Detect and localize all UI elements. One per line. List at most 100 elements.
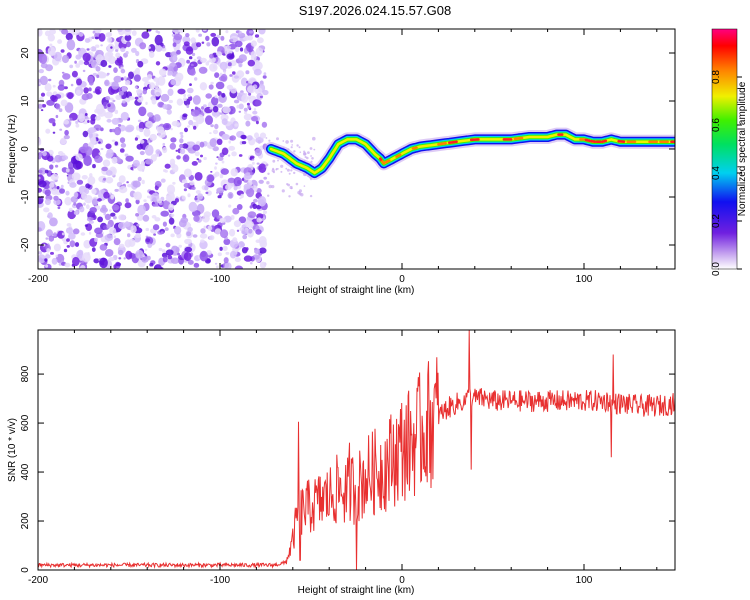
noise-blob xyxy=(312,136,316,141)
ridge-peak xyxy=(590,140,597,144)
noise-blob xyxy=(98,141,101,144)
noise-blob xyxy=(227,62,232,67)
noise-blob xyxy=(45,128,51,134)
noise-blob xyxy=(94,155,103,163)
noise-blob xyxy=(251,158,255,161)
noise-blob xyxy=(199,82,208,91)
noise-blob xyxy=(115,49,119,52)
noise-blob xyxy=(143,128,151,137)
noise-blob xyxy=(128,71,134,80)
noise-blob xyxy=(83,155,92,167)
noise-blob xyxy=(158,247,163,252)
noise-blob xyxy=(252,203,258,209)
noise-blob xyxy=(166,184,176,195)
noise-blob xyxy=(183,188,187,192)
noise-blob xyxy=(176,98,184,106)
noise-blob xyxy=(189,69,196,76)
noise-blob xyxy=(258,236,267,246)
y-tick-label: -10 xyxy=(20,189,31,204)
noise-blob xyxy=(145,227,150,232)
noise-blob xyxy=(160,178,166,183)
noise-blob xyxy=(63,119,70,125)
noise-blob xyxy=(44,258,48,262)
noise-blob xyxy=(118,214,126,221)
noise-blob xyxy=(246,187,255,198)
noise-blob xyxy=(59,128,63,131)
noise-blob xyxy=(45,254,51,259)
noise-blob xyxy=(209,63,218,72)
noise-blob xyxy=(58,108,63,113)
noise-blob xyxy=(222,106,231,114)
noise-blob xyxy=(215,81,225,90)
noise-blob xyxy=(199,141,205,148)
noise-blob xyxy=(165,249,174,256)
x-tick-label: -200 xyxy=(28,575,48,586)
noise-blob xyxy=(204,185,209,191)
noise-blob xyxy=(92,132,99,138)
noise-blob xyxy=(228,204,232,208)
noise-blob xyxy=(60,49,65,53)
noise-blob xyxy=(205,35,210,42)
noise-blob xyxy=(223,257,229,264)
noise-blob xyxy=(239,197,242,200)
ridge-peak xyxy=(381,160,386,165)
noise-blob xyxy=(88,231,92,235)
noise-blob xyxy=(224,262,232,269)
noise-blob xyxy=(55,164,59,168)
noise-blob xyxy=(57,39,63,44)
noise-blob xyxy=(236,204,243,210)
noise-blob xyxy=(38,137,42,145)
noise-blob xyxy=(137,119,142,123)
noise-blob xyxy=(209,235,215,241)
noise-blob xyxy=(265,163,269,167)
noise-blob xyxy=(193,215,200,222)
noise-blob xyxy=(105,176,114,184)
noise-blob xyxy=(63,134,70,140)
noise-blob xyxy=(259,261,267,269)
noise-blob xyxy=(268,184,273,189)
noise-blob xyxy=(187,259,194,265)
noise-blob xyxy=(40,63,48,69)
noise-blob xyxy=(191,186,196,190)
noise-blob xyxy=(154,217,161,222)
noise-blob xyxy=(225,184,232,191)
noise-blob xyxy=(93,258,100,264)
noise-blob xyxy=(38,187,43,193)
noise-blob xyxy=(182,97,187,102)
noise-blob xyxy=(303,150,306,153)
noise-blob xyxy=(38,53,48,64)
noise-blob xyxy=(183,182,191,188)
noise-blob xyxy=(90,118,96,125)
noise-blob xyxy=(241,229,248,235)
spectrogram-noise xyxy=(38,29,316,269)
snr-x-label: Height of straight line (km) xyxy=(298,585,415,596)
noise-blob xyxy=(66,245,71,248)
noise-blob xyxy=(88,133,93,139)
noise-blob xyxy=(105,143,112,150)
noise-blob xyxy=(49,29,56,35)
noise-blob xyxy=(68,232,76,240)
noise-blob xyxy=(71,70,78,78)
ridge-peak xyxy=(617,140,626,144)
noise-blob xyxy=(245,247,249,251)
noise-blob xyxy=(187,141,190,145)
noise-blob xyxy=(111,81,119,90)
noise-blob xyxy=(216,138,223,145)
noise-blob xyxy=(180,217,189,224)
noise-blob xyxy=(188,119,194,126)
noise-blob xyxy=(45,237,49,240)
noise-blob xyxy=(97,108,106,117)
noise-blob xyxy=(290,169,293,172)
noise-blob xyxy=(226,53,235,60)
noise-blob xyxy=(186,59,191,64)
noise-blob xyxy=(220,168,229,175)
noise-blob xyxy=(206,42,211,47)
noise-blob xyxy=(182,36,191,44)
noise-blob xyxy=(162,256,168,263)
noise-blob xyxy=(257,37,264,44)
noise-blob xyxy=(106,148,114,158)
noise-blob xyxy=(145,101,148,105)
noise-blob xyxy=(148,44,156,53)
noise-blob xyxy=(250,40,257,47)
noise-blob xyxy=(230,38,234,42)
